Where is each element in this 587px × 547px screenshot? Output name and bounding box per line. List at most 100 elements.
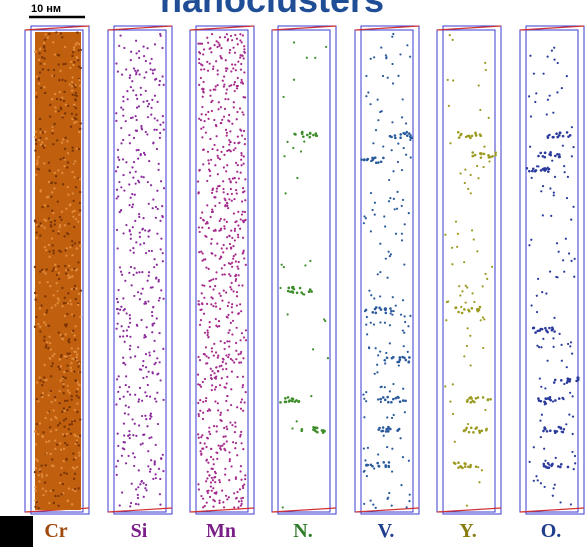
atom (233, 149, 235, 151)
atom (140, 369, 142, 371)
atom (142, 377, 144, 379)
atom (211, 208, 213, 210)
atom (568, 252, 570, 254)
atom (65, 254, 67, 256)
atom (227, 207, 229, 209)
atom (52, 362, 54, 364)
atom (59, 390, 61, 392)
atom (72, 200, 74, 202)
atom (35, 294, 37, 296)
atom (200, 450, 202, 452)
atom (148, 203, 150, 205)
atom (486, 278, 488, 280)
atom (225, 400, 227, 402)
atom (374, 373, 376, 375)
atom (221, 490, 223, 492)
atom (51, 209, 53, 211)
atom (50, 348, 52, 350)
atom (229, 275, 231, 277)
atom (61, 141, 63, 143)
atom (218, 479, 220, 481)
atom (542, 73, 544, 75)
cluster-atom (394, 134, 397, 137)
atom (233, 506, 235, 508)
atom (484, 62, 486, 64)
cluster-atom (314, 426, 317, 429)
atom (41, 56, 43, 58)
atom (396, 191, 398, 193)
atom (45, 441, 47, 443)
atom (212, 468, 214, 470)
atom (50, 418, 52, 420)
atom (237, 135, 239, 137)
atom (119, 336, 121, 338)
atom (62, 157, 64, 159)
atom (147, 116, 149, 118)
atom (241, 154, 243, 156)
atom (212, 68, 214, 70)
atom (39, 330, 41, 332)
atom (220, 340, 222, 342)
atom (141, 228, 143, 230)
atom (567, 343, 569, 345)
atom (129, 249, 131, 251)
atom (54, 93, 56, 95)
cluster-atom (536, 330, 539, 333)
cluster-atom (323, 430, 326, 433)
atom (388, 251, 390, 253)
atom (551, 160, 553, 162)
atom (373, 297, 375, 299)
atom (67, 389, 69, 391)
atom (45, 344, 47, 346)
atom (205, 446, 207, 448)
atom (153, 266, 155, 268)
atom-maps: nanoclusters 10 нм CrSiMnN.V.Y.O. (0, 0, 587, 547)
atom (157, 208, 159, 210)
atom (52, 355, 54, 357)
atom (129, 437, 131, 439)
atom (162, 470, 164, 472)
atom (207, 437, 209, 439)
atom (150, 114, 152, 116)
atom (162, 298, 164, 300)
atom (220, 106, 222, 108)
box-top (190, 26, 254, 30)
cluster-atom (377, 161, 380, 164)
atom (54, 106, 56, 108)
atom (238, 284, 240, 286)
atom (43, 336, 45, 338)
atom (122, 330, 124, 332)
atom (240, 164, 242, 166)
atom (365, 324, 367, 326)
atom (45, 464, 47, 466)
atom (68, 353, 70, 355)
atom (131, 193, 133, 195)
atom (66, 232, 68, 234)
cluster-atom (531, 170, 534, 173)
cluster-atom (549, 399, 552, 402)
atom (76, 247, 78, 249)
atom (391, 121, 393, 123)
atom (244, 401, 246, 403)
atom (49, 115, 51, 117)
atom (136, 272, 138, 274)
atom (212, 297, 214, 299)
atom (156, 119, 158, 121)
atom (144, 391, 146, 393)
cluster-atom (544, 397, 547, 400)
atom (138, 271, 140, 273)
atom (306, 57, 308, 59)
atom (226, 428, 228, 430)
atom (72, 358, 74, 360)
atom (391, 505, 393, 507)
atom (135, 488, 137, 490)
cluster-atom (489, 156, 492, 159)
atom (234, 253, 236, 255)
atom (157, 423, 159, 425)
atom (69, 300, 71, 302)
atom (132, 434, 134, 436)
atom (68, 406, 70, 408)
atom (201, 113, 203, 115)
atom (231, 306, 233, 308)
atom (244, 138, 246, 140)
